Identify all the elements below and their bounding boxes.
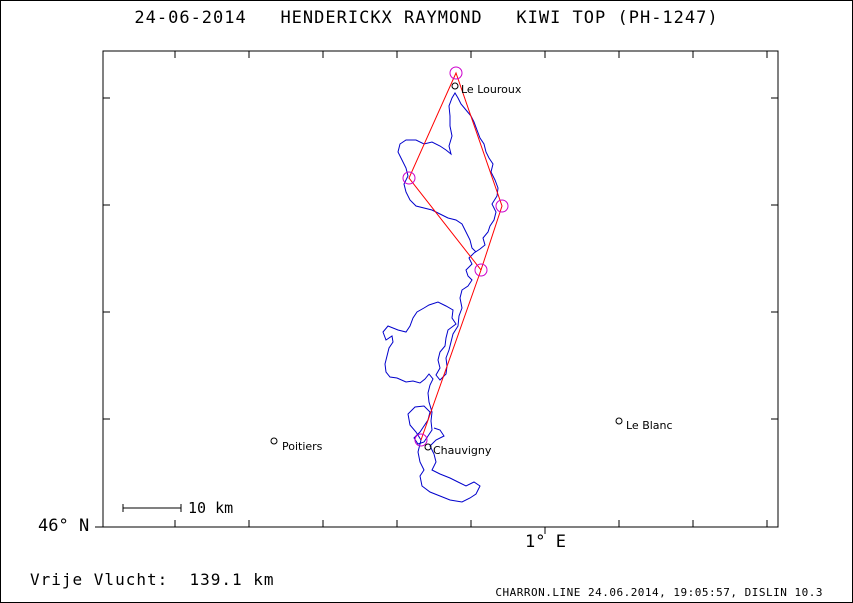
- place-label-le-louroux: Le Louroux: [461, 83, 522, 96]
- scale-bar: [122, 504, 182, 512]
- bottom-ticks: [174, 520, 768, 534]
- right-ticks: [771, 97, 778, 420]
- place-label-poitiers: Poitiers: [282, 440, 323, 453]
- map-title: 24-06-2014 HENDERICKX RAYMOND KIWI TOP (…: [134, 8, 719, 28]
- top-ticks: [174, 51, 768, 58]
- place-markers: [270, 82, 623, 451]
- turnpoints: [402, 66, 509, 447]
- place-marker-poitiers: [270, 437, 278, 445]
- longitude-label: 1° E: [525, 532, 566, 552]
- place-label-le-blanc: Le Blanc: [626, 419, 673, 432]
- latitude-label: 46° N: [38, 516, 90, 536]
- left-ticks: [95, 97, 110, 528]
- plot-border: [102, 50, 779, 528]
- task-route: [408, 71, 503, 441]
- place-marker-chauvigny: [424, 443, 432, 451]
- flight-track: [382, 92, 499, 445]
- distance-summary: Vrije Vlucht: 139.1 km: [30, 570, 275, 589]
- place-label-chauvigny: Chauvigny: [433, 444, 492, 457]
- credits-line: CHARRON.LINE 24.06.2014, 19:05:57, DISLI…: [495, 586, 823, 599]
- place-marker-le-louroux: [451, 82, 459, 90]
- scale-bar-label: 10 km: [188, 499, 234, 517]
- place-marker-le-blanc: [615, 417, 623, 425]
